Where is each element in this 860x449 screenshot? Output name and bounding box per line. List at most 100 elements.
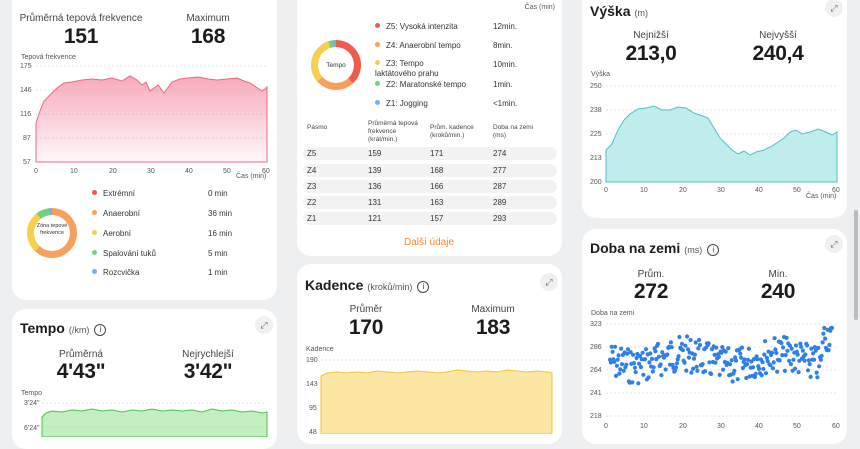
table-cell: 274 <box>493 149 507 158</box>
max-altitude-label: Nejvyšší <box>759 30 797 41</box>
dot-icon <box>92 190 97 195</box>
altitude-x-unit: Čas (min) <box>806 193 837 200</box>
hr-zone-value: 0 min <box>208 189 228 198</box>
dot-icon <box>375 60 380 65</box>
tempo-chart-label: Tempo <box>21 390 43 397</box>
avg-gct-label: Prům. <box>637 269 665 280</box>
table-cell: 131 <box>368 198 382 207</box>
scatter-point <box>673 365 679 370</box>
info-icon[interactable]: i <box>417 281 430 293</box>
best-tempo-label: Nejrychlejší <box>182 349 234 360</box>
scatter-point <box>811 357 817 362</box>
table-header: Průměrná tepová frekvence (krát/min.) <box>368 120 418 143</box>
pace-zone-donut <box>311 40 361 90</box>
scatter-point <box>802 358 807 363</box>
scatter-point <box>751 365 756 370</box>
scatter-point <box>630 380 635 385</box>
scatter-point <box>683 343 688 348</box>
scatter-point <box>647 360 652 365</box>
hr-donut-label: Zóna tepové frekvence <box>36 223 68 236</box>
hr-x-ticks: 0 10 20 30 40 50 60 <box>34 168 270 175</box>
scatter-point <box>733 355 738 360</box>
scatter-point <box>772 336 777 341</box>
scatter-point <box>753 371 758 376</box>
dot-icon <box>375 42 380 47</box>
scatter-point <box>717 372 722 377</box>
scatter-point <box>618 367 623 372</box>
y-tick: 116 <box>20 111 31 118</box>
table-cell: 166 <box>430 182 444 191</box>
scatter-point <box>695 368 700 373</box>
scatter-point <box>729 358 734 363</box>
pace-zone-value: 8min. <box>493 41 513 50</box>
scatter-point <box>697 342 703 348</box>
table-cell: Z5 <box>307 149 317 158</box>
scatter-point <box>793 343 799 348</box>
table-row: Z5 159 171 274 <box>303 147 557 160</box>
expand-icon[interactable]: ⤢ <box>540 273 558 291</box>
scatter-point <box>686 355 691 360</box>
scatter-point <box>788 362 793 367</box>
dot-icon <box>92 210 97 215</box>
cadence-unit: (kroků/min) <box>367 282 413 292</box>
gct-unit: (ms) <box>684 245 703 255</box>
info-icon[interactable]: i <box>707 244 720 256</box>
x-tick: 50 <box>223 168 231 175</box>
hr-zone-legend-extreme: Extrémní <box>92 189 135 198</box>
more-data-link[interactable]: Další údaje <box>403 237 455 248</box>
scatter-point <box>668 340 673 345</box>
scatter-point <box>827 342 832 347</box>
expand-icon[interactable]: ⤢ <box>255 316 273 334</box>
hr-zone-value: 1 min <box>208 268 228 277</box>
altitude-x-ticks: 0 10 20 30 40 50 60 <box>604 187 840 194</box>
x-tick: 50 <box>793 187 801 194</box>
scatter-point <box>655 341 661 346</box>
scatter-point <box>633 370 638 375</box>
info-icon[interactable]: i <box>94 324 107 336</box>
scatter-point <box>751 357 757 362</box>
scatter-point <box>628 350 633 355</box>
x-tick: 0 <box>604 423 608 430</box>
expand-icon[interactable]: ⤢ <box>825 235 843 253</box>
table-cell: Z1 <box>307 214 317 223</box>
scatter-point <box>811 351 816 356</box>
scatter-point <box>760 360 765 365</box>
table-row: Z3 136 166 287 <box>303 180 557 193</box>
y-tick: 87 <box>23 135 31 142</box>
x-tick: 30 <box>147 168 155 175</box>
scatter-point <box>812 345 817 350</box>
y-tick: 225 <box>590 131 602 138</box>
table-row: Z4 139 168 277 <box>303 164 557 177</box>
scatter-point <box>640 350 645 355</box>
x-tick: 20 <box>679 187 687 194</box>
x-tick: 60 <box>832 423 840 430</box>
pace-zone-legend-z1: Z1: Jogging <box>375 99 428 108</box>
x-tick: 0 <box>34 168 38 175</box>
hr-chart-label: Tepová frekvence <box>21 54 76 61</box>
scatter-point <box>675 357 680 362</box>
x-tick: 10 <box>70 168 78 175</box>
hr-zone-value: 5 min <box>208 249 228 258</box>
cadence-chart-label: Kadence <box>306 346 334 353</box>
scatter-point <box>742 357 747 362</box>
altitude-title: Výška (m) <box>590 3 648 19</box>
avg-tempo-value: 4'43" <box>56 360 106 383</box>
scatter-point <box>610 349 615 354</box>
altitude-chart-label: Výška <box>591 71 611 78</box>
dot-icon <box>92 250 97 255</box>
x-tick: 30 <box>717 423 725 430</box>
scatter-point <box>646 375 651 380</box>
x-tick: 40 <box>755 187 763 194</box>
dot-icon <box>92 269 97 274</box>
scatter-point <box>619 346 624 351</box>
scatter-point <box>805 343 810 348</box>
heart-rate-card: Průměrná tepová frekvence 151 Maximum 16… <box>12 0 277 300</box>
y-tick: 200 <box>590 179 602 186</box>
max-hr-label: Maximum <box>186 13 230 24</box>
scatter-point <box>689 370 694 375</box>
scatter-point <box>780 353 785 358</box>
tempo-chart: 3'24" 6'24" <box>24 400 268 437</box>
scrollbar[interactable] <box>854 210 858 320</box>
scatter-point <box>746 346 751 351</box>
expand-icon[interactable]: ⤢ <box>825 0 843 17</box>
